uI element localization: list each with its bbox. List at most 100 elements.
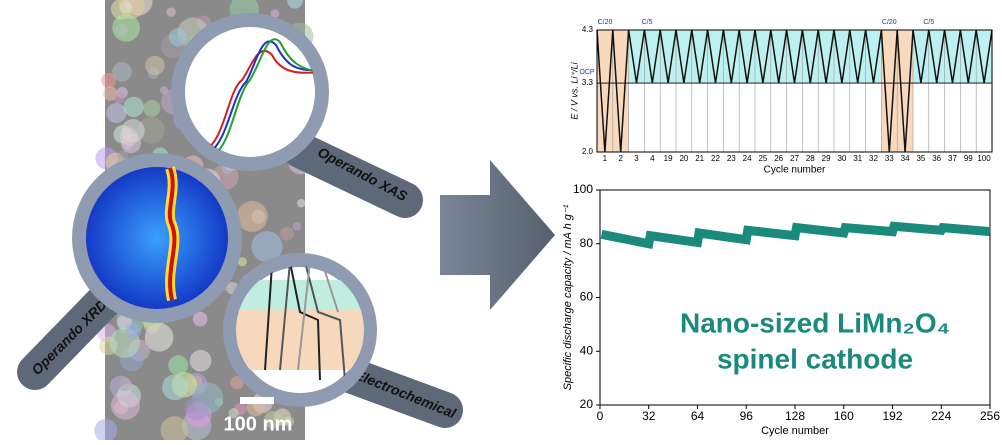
c5-region	[676, 30, 692, 83]
x-tick-label: 25	[758, 154, 767, 163]
y-axis-label: E / V vs. Li⁺/Li	[569, 61, 579, 119]
x-tick-label: 128	[785, 409, 805, 423]
x-tick-label: 22	[711, 154, 720, 163]
c5-region	[629, 30, 645, 83]
y-tick-label: 60	[580, 290, 594, 304]
sem-grain	[113, 92, 125, 104]
sem-grain	[106, 103, 126, 123]
c5-region	[755, 30, 771, 83]
x-tick-label: 0	[597, 409, 604, 423]
x-tick-label: 1	[603, 154, 608, 163]
x-tick-label: 31	[853, 154, 862, 163]
x-tick-label: 32	[869, 154, 878, 163]
x-axis-label: Cycle number	[764, 165, 826, 176]
sem-grain	[124, 97, 144, 117]
sem-grain	[101, 73, 116, 88]
c5-region	[802, 30, 818, 83]
sem-grain	[160, 86, 168, 94]
x-tick-label: 28	[806, 154, 815, 163]
annotation: OCP	[579, 69, 595, 76]
x-tick-label: 26	[774, 154, 783, 163]
sem-grain	[168, 355, 188, 375]
sem-grain	[169, 28, 187, 46]
page: Operando XAS Operando XRD Electrochemica…	[0, 0, 1002, 440]
c20-region	[897, 30, 913, 152]
c5-region	[660, 30, 676, 83]
y-tick-label: 100	[573, 182, 593, 196]
x-tick-label: 23	[727, 154, 736, 163]
sem-grain	[185, 397, 209, 421]
c5-region	[834, 30, 850, 83]
xrd-glass	[79, 160, 235, 316]
c20-region	[613, 30, 629, 152]
c5-region	[692, 30, 708, 83]
x-tick-label: 224	[931, 409, 951, 423]
y-tick-label: 3.3	[582, 78, 594, 87]
sem-grain	[292, 222, 301, 231]
c20-region	[881, 30, 897, 152]
sem-grain	[162, 374, 188, 400]
y-tick-label: 40	[580, 343, 594, 357]
sem-grain	[190, 350, 212, 372]
x-axis-label: Cycle number	[761, 425, 829, 437]
sem-grain	[237, 201, 268, 232]
sem-grain	[280, 227, 294, 241]
x-tick-label: 21	[695, 154, 704, 163]
c5-region	[976, 30, 992, 83]
x-tick-label: 29	[822, 154, 831, 163]
x-tick-label: 36	[932, 154, 941, 163]
x-tick-label: 30	[837, 154, 846, 163]
x-tick-label: 96	[740, 409, 754, 423]
xrd-label: Operando XRD	[28, 296, 110, 378]
sem-grain	[121, 119, 144, 142]
x-tick-label: 27	[790, 154, 799, 163]
x-tick-label: 160	[834, 409, 854, 423]
x-tick-label: 33	[885, 154, 894, 163]
c5-region	[866, 30, 882, 83]
x-tick-label: 35	[916, 154, 925, 163]
y-tick-label: 2.0	[582, 147, 594, 156]
annotation: C/20	[882, 19, 897, 26]
c5-region	[787, 30, 803, 83]
capacity-line	[602, 226, 990, 243]
annotation: Nano-sized LiMn₂O₄	[680, 307, 950, 338]
y-axis-label: Specific discharge capacity / mA h g⁻¹	[562, 204, 574, 390]
sem-grain	[143, 100, 160, 117]
c5-region	[913, 30, 929, 83]
sem-grain	[120, 1, 132, 13]
sem-grain	[297, 199, 305, 207]
sem-grain	[145, 56, 164, 75]
sem-grain	[119, 378, 132, 391]
c5-region	[771, 30, 787, 83]
x-tick-label: 64	[691, 409, 705, 423]
annotation: C/5	[642, 19, 653, 26]
y-tick-label: 4.3	[582, 25, 594, 34]
c5-region	[739, 30, 755, 83]
x-tick-label: 37	[948, 154, 957, 163]
c5-region	[850, 30, 866, 83]
y-tick-label: 20	[580, 397, 594, 411]
x-tick-label: 20	[679, 154, 688, 163]
x-tick-label: 34	[901, 154, 910, 163]
x-tick-label: 19	[664, 154, 673, 163]
c5-region	[929, 30, 945, 83]
sem-grain	[166, 7, 175, 16]
x-tick-label: 100	[977, 154, 991, 163]
xas-glass	[178, 20, 322, 164]
c5-region	[708, 30, 724, 83]
x-tick-label: 24	[743, 154, 752, 163]
scale-bar-label: 100 nm	[224, 413, 293, 435]
sem-grain	[125, 323, 141, 339]
y-tick-label: 80	[580, 236, 594, 250]
annotation: C/20	[598, 19, 613, 26]
arrow	[440, 160, 555, 310]
annotation: spinel cathode	[717, 343, 913, 374]
c5-region	[818, 30, 834, 83]
x-tick-label: 192	[882, 409, 902, 423]
scale-bar	[240, 397, 274, 404]
x-tick-label: 3	[634, 154, 639, 163]
annotation: C/5	[923, 19, 934, 26]
c5-region	[644, 30, 660, 83]
c5-region	[723, 30, 739, 83]
x-tick-label: 4	[650, 154, 655, 163]
